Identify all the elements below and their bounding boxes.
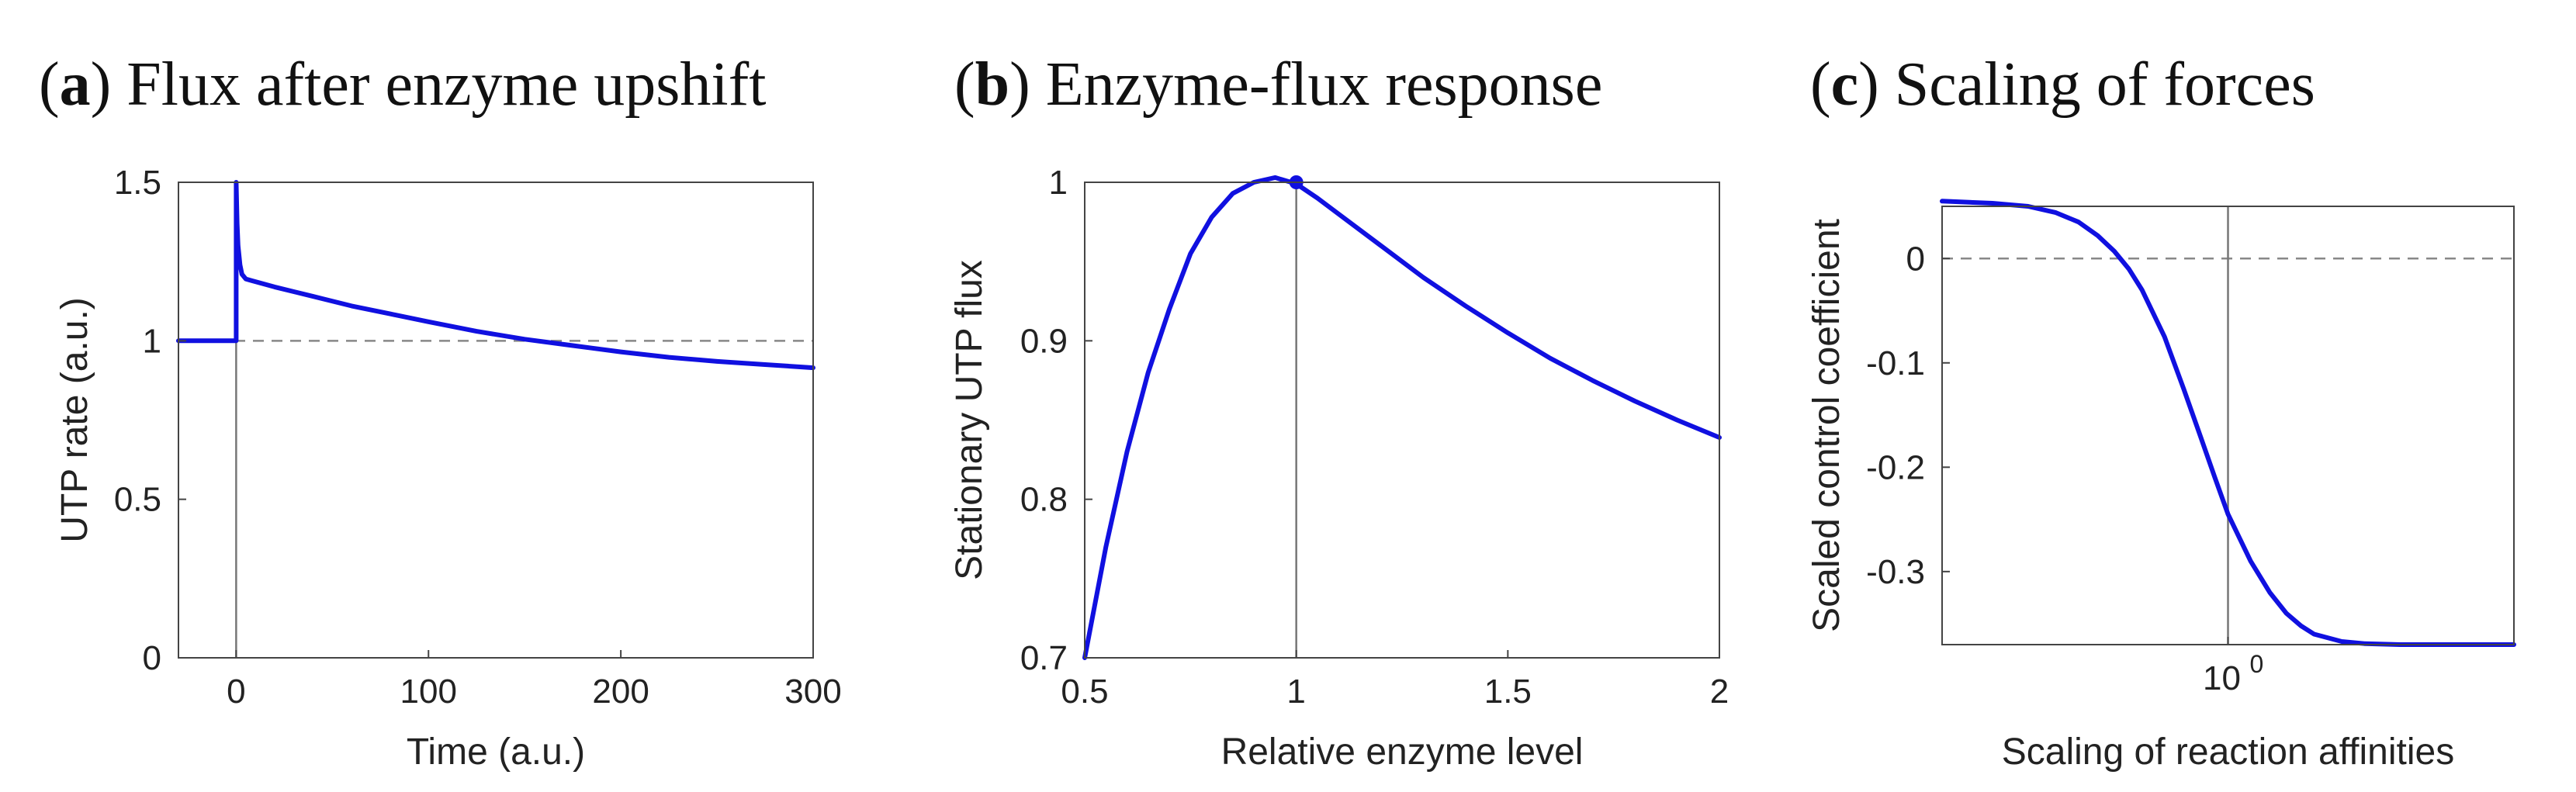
series-line [1940,199,2516,647]
panel-title: (c) Scaling of forces [1810,50,2315,119]
x-axis-label: Time (a.u.) [407,731,585,773]
panel-c: (c) Scaling of forces 0 -0.1 -0.2 -0.3 10 0 Sca… [1806,50,2516,773]
panel-letter: a [60,50,91,119]
y-tick-label: 0.5 [114,481,161,519]
panel-title-text: Flux after enzyme upshift [126,50,766,119]
x-tick-label: 1 [1286,673,1305,711]
panel-title: (a) Flux after enzyme upshift [39,50,767,119]
y-tick-label: 1 [143,322,161,360]
y-tick-label: -0.1 [1866,344,1925,382]
y-tick-label: 0.8 [1020,481,1068,519]
x-tick-label: 100 [400,673,457,711]
y-tick-label: 0.9 [1020,322,1068,360]
plot-frame [178,182,814,659]
panel-letter: c [1831,50,1859,119]
y-tick-label: 0 [1906,240,1925,278]
panel-title-text: Enzyme-flux response [1046,50,1603,119]
x-tick-label: 0 [227,673,245,711]
x-axis-label: Scaling of reaction affinities [2002,731,2454,773]
x-tick-label: 200 [592,673,649,711]
series-line [1082,175,1722,660]
panel-b: (b) Enzyme-flux response 0.7 0.8 0.9 1 0.5 1 1.… [949,50,1729,773]
x-tick-label-exponent: 0 [2250,650,2264,678]
y-axis-label: Stationary UTP flux [949,260,990,580]
y-axis-label: Scaled control coefficient [1806,219,1847,632]
y-tick-label: 0 [143,639,161,677]
y-tick-label: -0.3 [1866,553,1925,591]
x-tick-label: 0.5 [1061,673,1108,711]
x-tick-label: 10 [2203,659,2241,697]
y-tick-label: 1 [1049,164,1068,202]
panel-title-text: Scaling of forces [1895,50,2315,119]
plot-frame [1084,182,1720,659]
y-tick-label: 1.5 [114,164,161,202]
y-axis-label: UTP rate (a.u.) [54,297,95,543]
y-tick-label: 0.7 [1020,639,1068,677]
x-axis-label: Relative enzyme level [1221,731,1584,773]
x-tick-label: 1.5 [1484,673,1532,711]
series-line [176,180,815,371]
x-tick-label: 2 [1710,673,1729,711]
y-tick-label: -0.2 [1866,448,1925,486]
panel-a: (a) Flux after enzyme upshift 0 0.5 1 1.5 0 10… [39,50,842,773]
panel-title: (b) Enzyme-flux response [954,50,1602,119]
x-tick-label: 300 [784,673,841,711]
panel-letter: b [975,50,1010,119]
